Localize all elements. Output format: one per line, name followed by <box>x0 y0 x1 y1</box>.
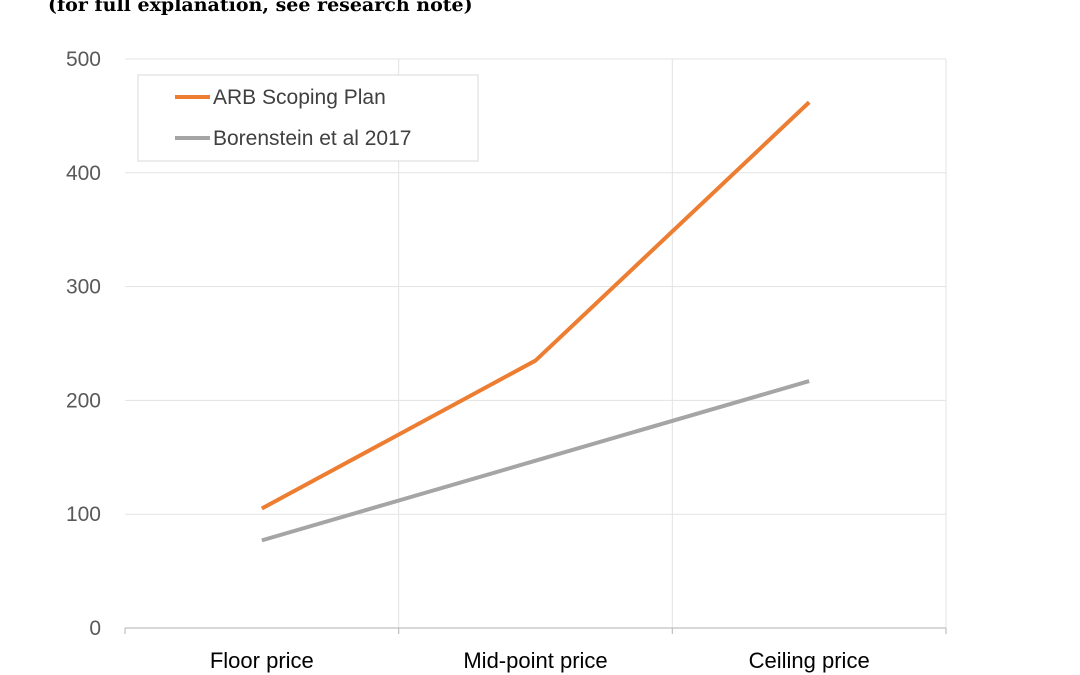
y-tick-label: 200 <box>66 389 101 412</box>
x-tick-label: Mid-point price <box>463 648 607 673</box>
y-axis-tick-labels: 0 100 200 300 400 500 <box>66 48 101 640</box>
y-tick-label: 500 <box>66 48 101 71</box>
legend-label: ARB Scoping Plan <box>213 86 386 109</box>
x-axis-tick-labels: Floor price Mid-point price Ceiling price <box>210 648 870 673</box>
y-tick-label: 100 <box>66 503 101 526</box>
series-line-2 <box>261 379 810 543</box>
gridlines <box>125 58 947 628</box>
legend-box <box>137 74 479 162</box>
y-tick-label: 0 <box>89 617 101 640</box>
x-tick-label: Ceiling price <box>749 648 870 673</box>
y-tick-label: 400 <box>66 162 101 185</box>
legend: ARB Scoping Plan Borenstein et al 2017 <box>137 74 479 162</box>
legend-label: Borenstein et al 2017 <box>213 127 411 150</box>
series-lines <box>260 100 811 543</box>
x-tick-label: Floor price <box>210 648 314 673</box>
series-line-1 <box>260 100 811 511</box>
chart-subtitle: (for full explanation, see research note… <box>48 0 473 16</box>
y-tick-label: 300 <box>66 276 101 299</box>
axes <box>124 627 947 634</box>
